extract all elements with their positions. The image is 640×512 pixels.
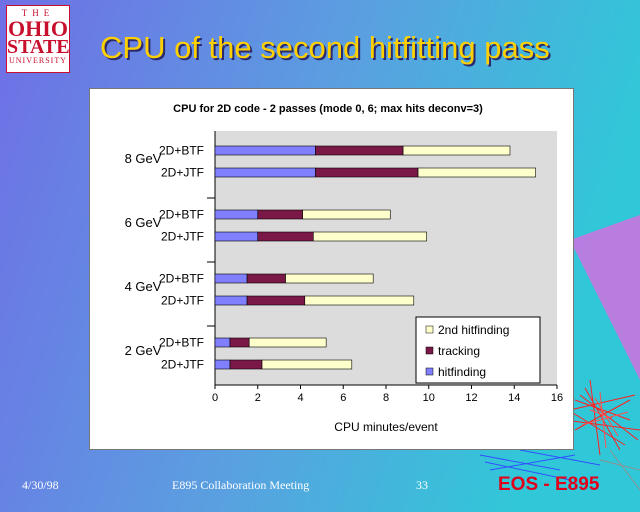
particle-tracks-graphic xyxy=(479,379,640,491)
category-label-4-gev-2d-jtf: 2D+JTF xyxy=(161,294,204,308)
legend-label-hitfinding: hitfinding xyxy=(438,365,486,379)
legend-swatch-hitfinding xyxy=(425,367,434,376)
category-label-2-gev-2d-btf: 2D+BTF xyxy=(159,336,204,350)
category-label-2-gev-2d-jtf: 2D+JTF xyxy=(161,358,204,372)
group-labels: 8 GeV 6 GeV 4 GeV 2 GeV xyxy=(125,151,162,358)
bar-segment-second-hitfinding-6-gev-2d-btf xyxy=(302,209,391,220)
footer-page-number: 33 xyxy=(416,478,428,492)
group-label-8-gev: 8 GeV xyxy=(125,151,162,166)
footer-meeting: E895 Collaboration Meeting xyxy=(172,478,310,492)
bar-segment-tracking-8-gev-2d-btf xyxy=(315,145,404,156)
x-tick-label: 14 xyxy=(508,392,520,404)
category-label-6-gev-2d-jtf: 2D+JTF xyxy=(161,230,204,244)
x-tick-label: 10 xyxy=(423,392,435,404)
group-label-2-gev: 2 GeV xyxy=(125,343,162,358)
bar-segment-hitfinding-4-gev-2d-jtf xyxy=(214,295,248,306)
logo-line-3: STATE xyxy=(7,36,70,58)
chart-title: CPU for 2D code - 2 passes (mode 0, 6; m… xyxy=(173,103,483,115)
legend-label-tracking: tracking xyxy=(438,344,480,358)
bar-segment-hitfinding-4-gev-2d-btf xyxy=(214,273,248,284)
group-label-6-gev: 6 GeV xyxy=(125,215,162,230)
bar-segment-hitfinding-6-gev-2d-btf xyxy=(214,209,259,220)
cpu-bar-chart: CPU for 2D code - 2 passes (mode 0, 6; m… xyxy=(125,103,564,434)
bar-segment-tracking-2-gev-2d-jtf xyxy=(229,359,263,370)
group-label-4-gev: 4 GeV xyxy=(125,279,162,294)
footer-date: 4/30/98 xyxy=(22,478,59,492)
bar-segment-second-hitfinding-4-gev-2d-jtf xyxy=(304,295,415,306)
bar-segment-tracking-6-gev-2d-jtf xyxy=(257,231,314,242)
x-tick-label: 16 xyxy=(551,392,563,404)
x-axis-ticks: 0 2 4 6 8 10 12 14 16 xyxy=(212,385,563,404)
bar-segment-hitfinding-6-gev-2d-jtf xyxy=(214,231,259,242)
chart-legend: 2nd hitfinding tracking hitfinding xyxy=(415,316,541,384)
category-label-8-gev-2d-btf: 2D+BTF xyxy=(159,144,204,158)
x-tick-label: 2 xyxy=(255,392,261,404)
legend-label-second-hitfinding: 2nd hitfinding xyxy=(438,323,509,337)
category-label-6-gev-2d-btf: 2D+BTF xyxy=(159,208,204,222)
ohio-state-logo: THE OHIO STATE UNIVERSITY xyxy=(6,5,70,73)
bar-segment-tracking-2-gev-2d-btf xyxy=(229,337,250,348)
legend-swatch-tracking xyxy=(425,346,434,355)
bar-segment-second-hitfinding-2-gev-2d-jtf xyxy=(261,359,353,370)
logo-line-4: UNIVERSITY xyxy=(9,56,67,65)
bar-segment-tracking-4-gev-2d-btf xyxy=(246,273,286,284)
logo-line-1: THE xyxy=(21,8,55,18)
bar-segment-hitfinding-2-gev-2d-jtf xyxy=(214,359,231,370)
footer-experiment-label: EOS - E895 xyxy=(498,474,600,495)
bar-segment-second-hitfinding-8-gev-2d-jtf xyxy=(417,167,536,178)
x-tick-label: 0 xyxy=(212,392,218,404)
bar-segment-tracking-8-gev-2d-jtf xyxy=(315,167,419,178)
bar-segment-second-hitfinding-6-gev-2d-jtf xyxy=(313,231,427,242)
bar-segment-tracking-6-gev-2d-btf xyxy=(257,209,303,220)
bar-segment-second-hitfinding-4-gev-2d-btf xyxy=(285,273,374,284)
group-separators xyxy=(207,197,215,327)
bar-segment-hitfinding-8-gev-2d-btf xyxy=(214,145,316,156)
x-tick-label: 6 xyxy=(340,392,346,404)
bar-segment-tracking-4-gev-2d-jtf xyxy=(246,295,306,306)
legend-swatch-second-hitfinding xyxy=(425,325,434,334)
bars xyxy=(214,145,536,370)
x-tick-label: 8 xyxy=(383,392,389,404)
bar-segment-second-hitfinding-8-gev-2d-btf xyxy=(402,145,511,156)
slide-title: CPU of the second hitfitting pass xyxy=(100,30,550,65)
bar-segment-hitfinding-8-gev-2d-jtf xyxy=(214,167,316,178)
x-tick-label: 4 xyxy=(297,392,303,404)
background-wedge xyxy=(570,215,640,380)
category-labels: 2D+BTF 2D+JTF 2D+BTF 2D+JTF 2D+BTF 2D+JTF 2D+B… xyxy=(159,144,204,372)
x-axis-label: CPU minutes/event xyxy=(334,420,438,434)
bar-segment-second-hitfinding-2-gev-2d-btf xyxy=(248,337,327,348)
category-label-4-gev-2d-btf: 2D+BTF xyxy=(159,272,204,286)
bar-segment-hitfinding-2-gev-2d-btf xyxy=(214,337,231,348)
legend-box xyxy=(415,316,541,384)
category-label-8-gev-2d-jtf: 2D+JTF xyxy=(161,166,204,180)
x-tick-label: 12 xyxy=(465,392,477,404)
logo-line-2: OHIO xyxy=(8,16,68,41)
chart-panel: CPU for 2D code - 2 passes (mode 0, 6; m… xyxy=(89,88,574,450)
